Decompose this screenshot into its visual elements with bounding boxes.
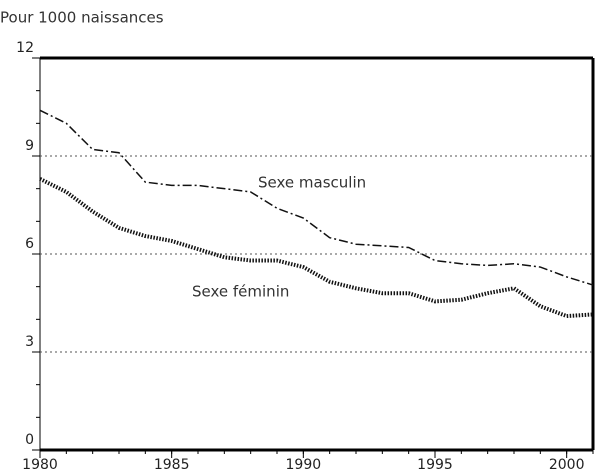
x-tick-label: 1990 <box>286 457 322 473</box>
series-line <box>39 177 594 319</box>
y-tick-label: 3 <box>25 334 34 350</box>
x-tick-label: 1980 <box>22 457 58 473</box>
y-tick-label: 9 <box>25 138 34 154</box>
x-tick-label: 1985 <box>154 457 190 473</box>
y-tick-label: 12 <box>16 40 34 56</box>
x-tick-label: 2000 <box>549 457 585 473</box>
x-tick-label: 1995 <box>417 457 453 473</box>
y-tick-label: 6 <box>25 236 34 252</box>
y-axis-label: Pour 1000 naissances <box>0 9 164 27</box>
series-label: Sexe masculin <box>258 174 366 192</box>
series-line <box>39 109 594 286</box>
series-label: Sexe féminin <box>192 283 289 301</box>
y-tick-label: 0 <box>25 432 34 448</box>
